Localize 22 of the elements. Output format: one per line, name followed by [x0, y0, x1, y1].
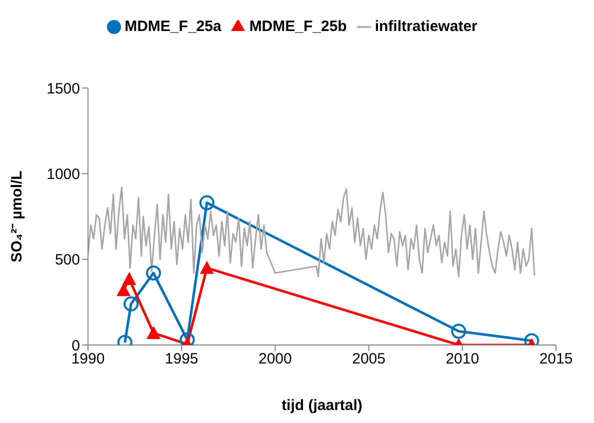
point — [451, 324, 466, 339]
x-tick-label: 2015 — [539, 350, 573, 368]
point — [199, 195, 214, 210]
point — [122, 272, 136, 286]
point — [146, 326, 161, 340]
x-tick-label: 2000 — [258, 350, 292, 368]
point — [200, 260, 214, 274]
x-tick-label: 1995 — [164, 350, 198, 368]
y-tick-label: 500 — [54, 252, 80, 269]
point — [116, 283, 131, 296]
y-tick-label: 1500 — [46, 80, 80, 98]
x-tick-label: 2005 — [352, 350, 386, 368]
point — [124, 296, 139, 312]
point — [180, 332, 195, 345]
y-axis-title: SO₄²⁻ µmol/L — [8, 170, 26, 262]
legend-label: MDME_F_25b — [249, 18, 347, 35]
y-tick-label: 1000 — [46, 166, 80, 183]
legend-label: infiltratiewater — [374, 18, 478, 35]
legend-label: MDME_F_25a — [124, 18, 222, 35]
point — [146, 266, 162, 281]
x-axis-title: tijd (jaartal) — [282, 397, 362, 414]
x-tick-label: 2010 — [446, 350, 480, 368]
